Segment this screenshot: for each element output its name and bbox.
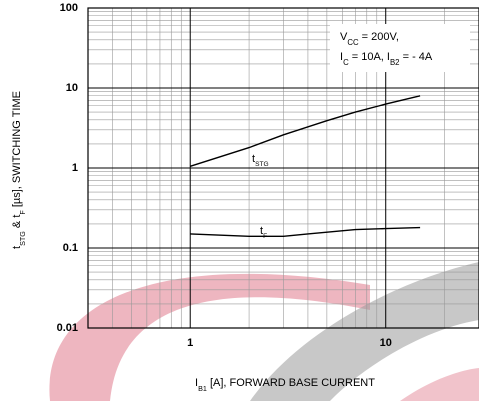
label-part: [µs], SWITCHING TIME (11, 91, 23, 210)
label-part: t (260, 225, 263, 237)
subscript: C (343, 58, 349, 67)
y-tick-label: 0.01 (57, 322, 78, 334)
annotation: VCC = 200V, (340, 31, 399, 47)
label-part: t (252, 153, 255, 165)
y-axis-label: tSTG & tF [µs], SWITCHING TIME (11, 91, 27, 249)
annotation: IC = 10A, IB2 = - 4A (340, 51, 433, 67)
subscript: F (18, 210, 27, 215)
subscript: F (263, 233, 267, 240)
series-label: tF (260, 225, 267, 240)
subscript: CC (347, 38, 359, 47)
label-part: = 200V, (359, 31, 399, 43)
label-part: V (340, 31, 348, 43)
label-part: [A], FORWARD BASE CURRENT (207, 377, 375, 389)
watermark (250, 262, 479, 401)
annotation-box (330, 24, 470, 72)
y-tick-label: 0.1 (63, 242, 78, 254)
series-line (190, 226, 421, 237)
y-tick-label: 100 (60, 2, 78, 14)
x-axis-label: IB1 [A], FORWARD BASE CURRENT (195, 377, 375, 393)
label-part: = - 4A (400, 51, 433, 63)
label-part: & t (11, 215, 23, 232)
subscript: B2 (390, 58, 400, 67)
x-tick-label: 10 (380, 337, 392, 349)
label-part: = 10A, I (349, 51, 390, 63)
y-tick-label: 10 (66, 82, 78, 94)
y-tick-label: 1 (72, 162, 78, 174)
label-part: t (11, 246, 23, 249)
series-line (189, 95, 421, 167)
subscript: STG (18, 231, 27, 246)
subscript: B1 (198, 384, 207, 393)
watermark (49, 273, 371, 401)
subscript: STG (255, 161, 269, 168)
watermark (400, 368, 479, 401)
plot-frame (87, 7, 479, 329)
label-part: I (340, 51, 343, 63)
series-label: tSTG (252, 153, 269, 168)
x-tick-label: 1 (187, 337, 193, 349)
label-part: I (195, 377, 198, 389)
